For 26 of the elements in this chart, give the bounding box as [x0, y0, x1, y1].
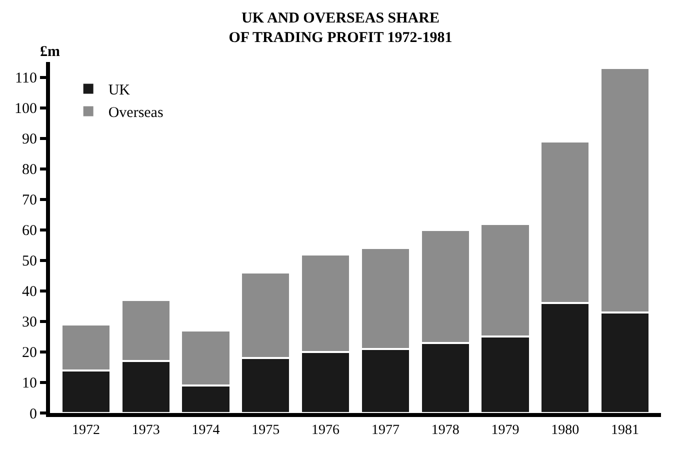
legend-label: Overseas — [108, 105, 164, 122]
y-tick-label: 30 — [22, 314, 37, 331]
chart-title: UK AND OVERSEAS SHARE OF TRADING PROFIT 1972-1981 — [228, 10, 452, 46]
x-tick-label: 1974 — [192, 422, 220, 438]
x-tick-label: 1979 — [491, 422, 520, 438]
x-tick-label: 1972 — [72, 422, 100, 438]
y-tick-label: 80 — [22, 162, 37, 178]
x-tick-label: 1975 — [252, 422, 280, 438]
y-tick-label: 90 — [22, 132, 37, 148]
x-tick-label: 1973 — [132, 422, 160, 438]
y-tick-label: 50 — [22, 254, 37, 270]
x-tick-label: 1977 — [371, 422, 400, 438]
y-tick-label: 110 — [15, 70, 37, 87]
y-tick-label: 100 — [14, 101, 37, 118]
y-tick-label: 20 — [22, 345, 37, 362]
y-tick-label: 70 — [22, 192, 37, 209]
y-tick-label: 60 — [22, 223, 37, 240]
x-tick-label: 1978 — [431, 422, 460, 438]
x-tick-label: 1976 — [312, 422, 340, 438]
x-tick-label: 1980 — [551, 422, 580, 438]
y-tick-label: 40 — [22, 284, 37, 300]
y-tick-label: 10 — [22, 376, 37, 392]
y-axis-title: £m — [40, 44, 60, 60]
y-tick-label: 0 — [30, 406, 37, 422]
x-tick-label: 1981 — [611, 422, 640, 438]
legend-label: UK — [108, 82, 130, 99]
